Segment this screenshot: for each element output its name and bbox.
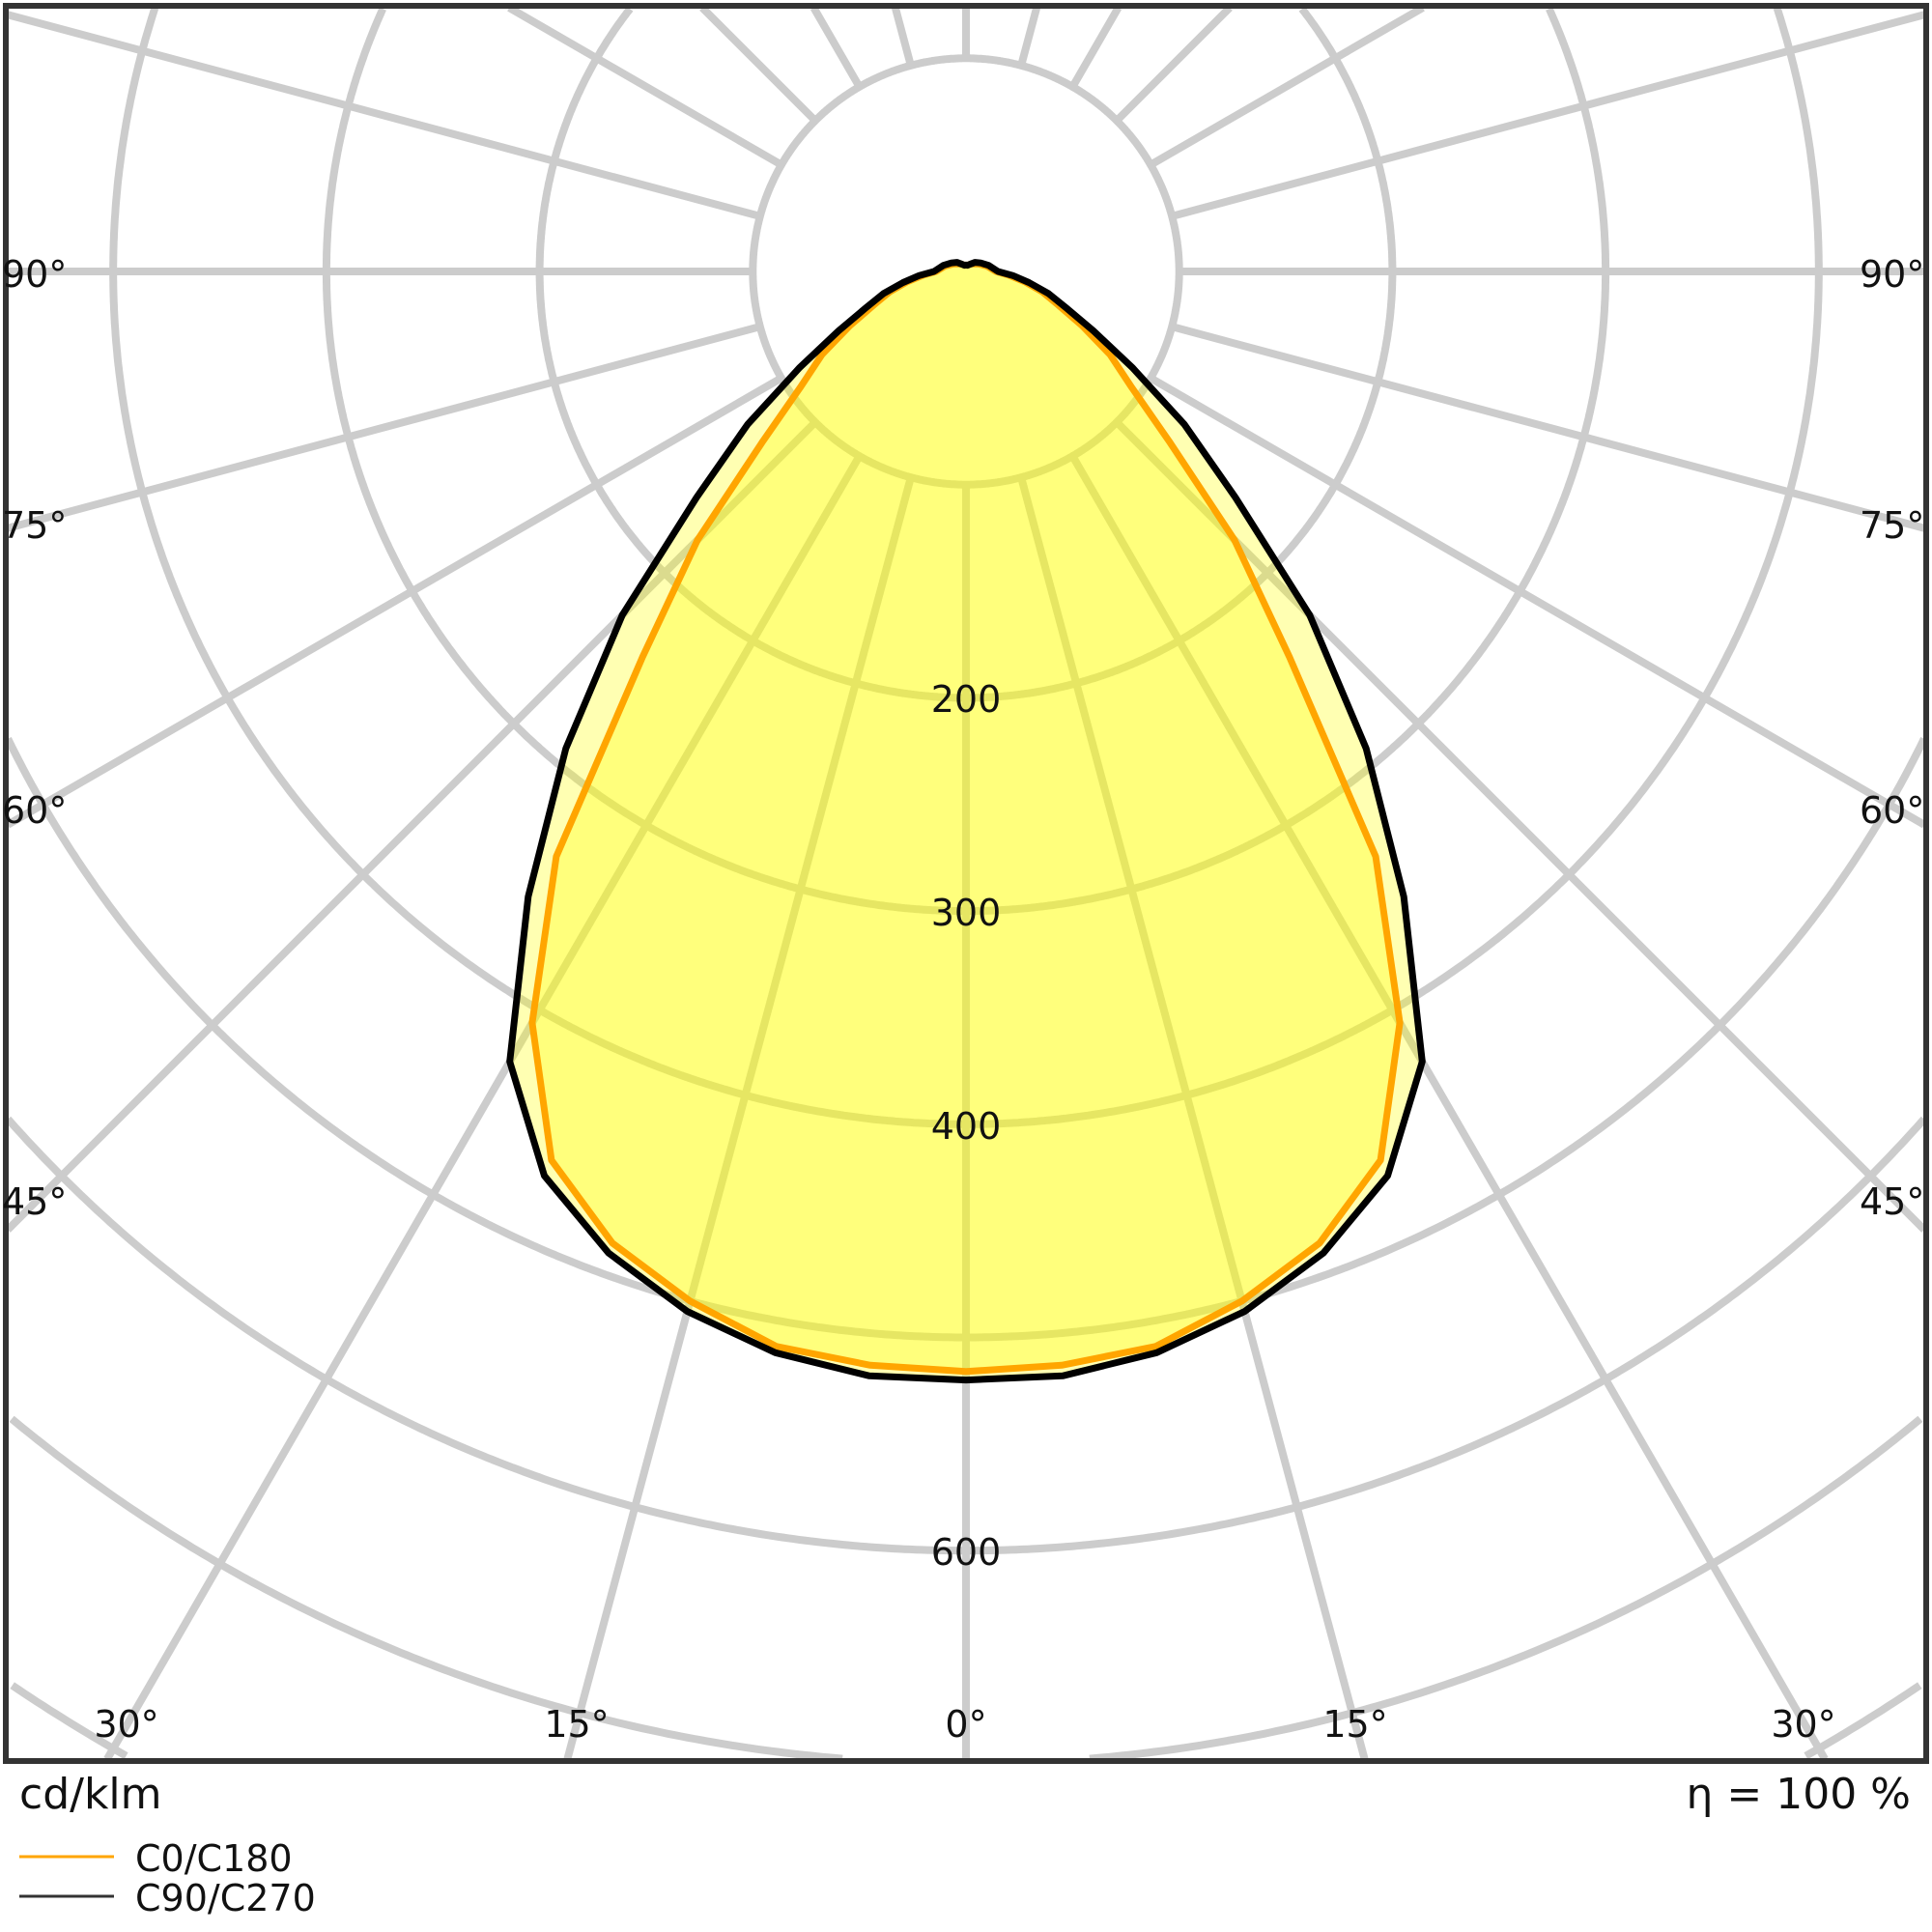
grid-spoke: [1171, 11, 1924, 220]
grid-spoke: [1017, 8, 1041, 67]
angle-label: 45°: [1860, 1180, 1924, 1223]
efficiency-label: η = 100 %: [1686, 1770, 1911, 1819]
angle-label: 0°: [945, 1703, 986, 1746]
angle-label: 15°: [544, 1703, 609, 1746]
grid-spoke: [1068, 454, 1829, 1759]
radial-tick-label: 600: [931, 1531, 1002, 1574]
grid-spoke: [1114, 8, 1233, 124]
grid-spoke: [563, 476, 915, 1759]
grid-spoke: [891, 8, 915, 67]
angle-label: 75°: [1860, 504, 1924, 547]
angle-label: 15°: [1322, 1703, 1387, 1746]
grid-spoke: [103, 454, 864, 1759]
legend-label: C0/C180: [135, 1837, 293, 1880]
angle-label: 90°: [2, 253, 67, 296]
grid-spoke: [699, 8, 818, 124]
grid-ring: [535, 8, 1397, 702]
grid-spoke: [507, 8, 783, 169]
grid-spoke: [8, 419, 818, 1233]
unit-label: cd/klm: [19, 1770, 162, 1819]
legend: C0/C180 C90/C270: [19, 1837, 316, 1919]
curve-fill: [509, 262, 1423, 1380]
grid-ring: [10, 1682, 1922, 1759]
angle-labels-right: 90° 75° 60° 45°: [1860, 253, 1924, 1223]
curve-fills: [509, 262, 1423, 1380]
angle-label: 30°: [1771, 1703, 1835, 1746]
curves: [506, 259, 1426, 1384]
radial-tick-label: 300: [931, 892, 1002, 934]
grid-ring: [9, 1415, 1923, 1759]
grid-spoke: [1149, 8, 1425, 169]
grid-spoke: [1114, 419, 1924, 1233]
angle-label: 60°: [1860, 789, 1924, 832]
grid-spoke: [8, 374, 783, 829]
angle-labels-bottom: 30° 15° 0° 15° 30°: [94, 1703, 1835, 1746]
legend-label: C90/C270: [135, 1877, 316, 1919]
angle-label: 90°: [1860, 253, 1924, 296]
grid-spoke: [810, 8, 864, 89]
radial-tick-label: 200: [931, 678, 1002, 721]
radial-tick-labels: 200 300 400 600: [931, 678, 1002, 1574]
radial-tick-label: 400: [931, 1105, 1002, 1148]
angle-label: 45°: [2, 1180, 67, 1223]
grid-spoke: [1017, 476, 1369, 1759]
grid-ring: [322, 8, 1610, 916]
chart-frame: [3, 3, 1929, 1764]
grid-spoke: [8, 323, 761, 532]
angle-label: 30°: [94, 1703, 158, 1746]
angle-label: 60°: [2, 789, 67, 832]
grid-spoke: [1068, 8, 1122, 89]
angle-labels-left: 90° 75° 60° 45°: [2, 253, 67, 1223]
grid-ring: [8, 1116, 1924, 1555]
curve-fill: [531, 264, 1401, 1372]
angle-label: 75°: [2, 504, 67, 547]
grid-spoke: [8, 11, 761, 220]
grid-spoke: [1171, 323, 1924, 532]
series-curve-c90-c270: [506, 259, 1426, 1384]
grid-spoke: [1149, 374, 1924, 829]
polar-grid: [8, 8, 1924, 1759]
grid-ring: [8, 736, 1924, 1342]
